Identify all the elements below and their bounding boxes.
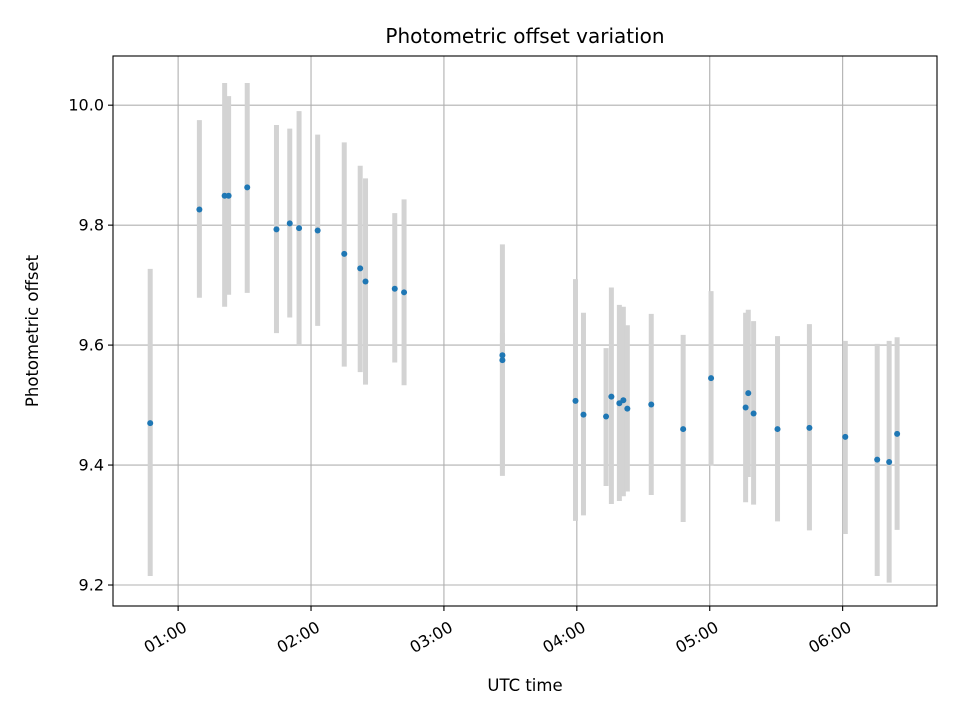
data-point	[314, 227, 321, 234]
y-tick-label: 9.8	[79, 216, 104, 235]
data-point	[499, 357, 506, 364]
data-point	[341, 250, 348, 257]
y-tick-label: 9.4	[79, 456, 104, 475]
plot-frame	[112, 55, 938, 607]
y-tick-label: 10.0	[68, 96, 104, 115]
data-point	[603, 413, 610, 420]
data-point	[499, 352, 506, 359]
y-axis-ticks: 9.2 9.4 9.6 9.8 10.0	[68, 96, 113, 595]
data-point	[886, 459, 893, 466]
data-point	[624, 405, 631, 412]
data-point	[680, 426, 687, 433]
data-point	[357, 265, 364, 272]
chart-title: Photometric offset variation	[385, 24, 664, 48]
data-point	[842, 433, 849, 440]
data-point	[286, 220, 293, 227]
data-point	[147, 420, 154, 427]
data-point	[620, 397, 627, 404]
data-point	[391, 285, 398, 292]
data-point	[894, 430, 901, 437]
data-point	[806, 424, 813, 431]
data-point	[580, 411, 587, 418]
data-point	[196, 206, 203, 213]
data-point	[273, 226, 280, 233]
data-point	[750, 410, 757, 417]
data-points	[147, 184, 901, 466]
data-point	[742, 404, 749, 411]
data-point	[745, 390, 752, 397]
data-point	[572, 397, 579, 404]
y-tick-label: 9.2	[79, 576, 104, 595]
data-point	[362, 278, 369, 285]
data-point	[648, 401, 655, 408]
y-tick-label: 9.6	[79, 336, 104, 355]
x-axis-label: UTC time	[487, 676, 562, 695]
data-point	[608, 393, 615, 400]
data-point	[401, 289, 408, 296]
data-point	[225, 192, 232, 199]
data-point	[774, 426, 781, 433]
y-axis-label: Photometric offset	[23, 254, 42, 407]
data-point	[874, 456, 881, 463]
data-point	[244, 184, 251, 191]
data-point	[708, 375, 715, 382]
data-point	[296, 225, 303, 232]
